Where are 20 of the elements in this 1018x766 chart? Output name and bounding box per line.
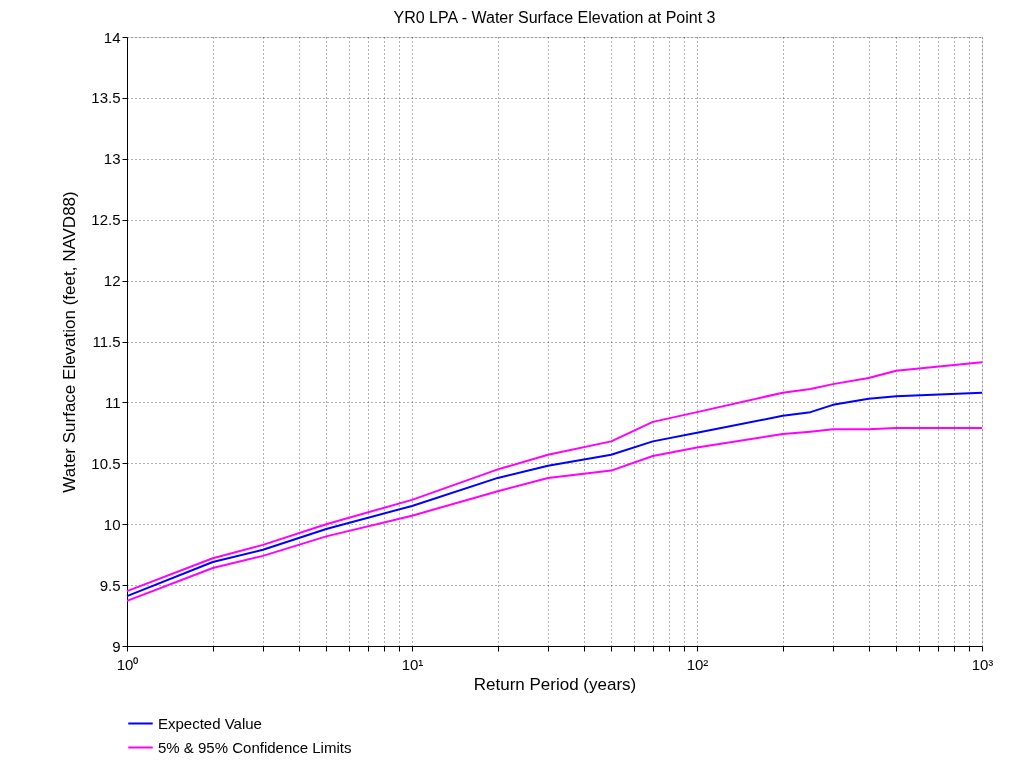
y-tick-label: 13.5 bbox=[91, 89, 121, 107]
x-tick-label: 10³ bbox=[971, 655, 994, 673]
y-tick-label: 10.5 bbox=[91, 454, 121, 472]
y-tick-label: 12.5 bbox=[91, 211, 121, 229]
y-tick-label: 14 bbox=[103, 28, 121, 46]
y-tick-label: 13 bbox=[103, 150, 121, 168]
y-tick-label: 10 bbox=[103, 515, 121, 533]
y-tick-label: 11 bbox=[104, 393, 121, 411]
y-axis-title: Water Surface Elevation (feet, NAVD88) bbox=[60, 191, 80, 493]
x-tick-label: 10² bbox=[686, 655, 709, 673]
chart-title: YR0 LPA - Water Surface Elevation at Point 3 bbox=[393, 9, 716, 26]
legend-label: 5% & 95% Confidence Limits bbox=[158, 738, 352, 756]
legend-label: Expected Value bbox=[158, 714, 262, 732]
y-tick-label: 9.5 bbox=[99, 576, 121, 594]
y-tick-label: 12 bbox=[103, 272, 121, 290]
y-tick-label: 11.5 bbox=[92, 333, 121, 350]
x-tick-label: 10¹ bbox=[401, 655, 424, 673]
x-axis-title: Return Period (years) bbox=[473, 674, 637, 694]
y-tick-label: 9 bbox=[112, 637, 121, 655]
x-tick-label: 10⁰ bbox=[116, 655, 139, 673]
